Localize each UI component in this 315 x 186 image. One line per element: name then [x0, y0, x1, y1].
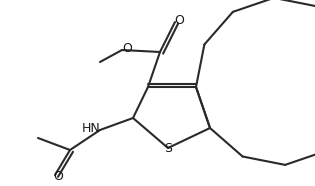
Text: S: S — [164, 142, 172, 155]
Text: O: O — [174, 14, 184, 26]
Text: O: O — [53, 171, 63, 184]
Text: HN: HN — [82, 123, 100, 135]
Text: O: O — [122, 41, 132, 54]
